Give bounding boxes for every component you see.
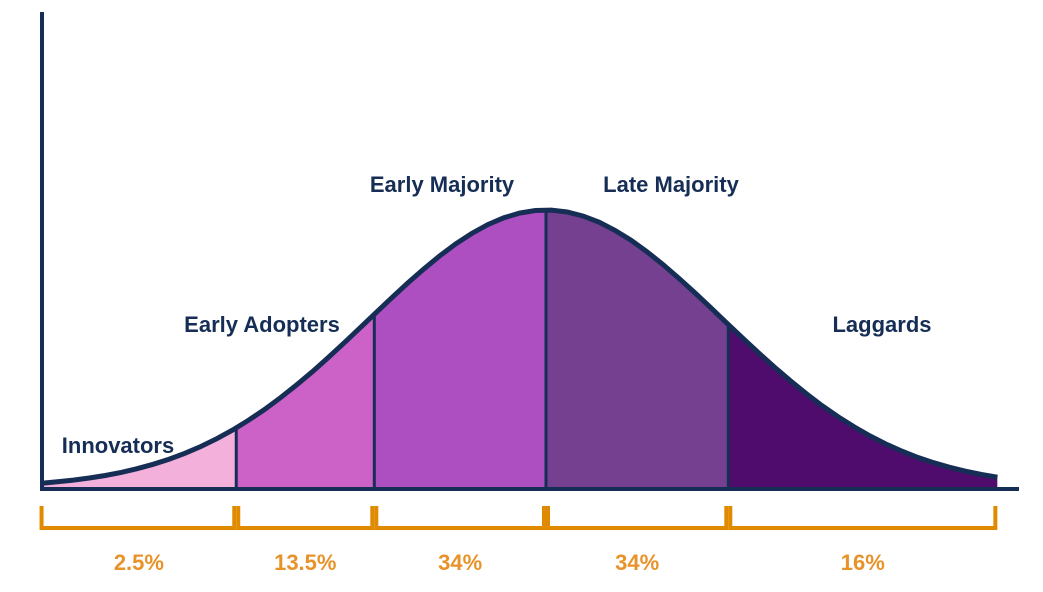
bracket-late-majority — [546, 506, 729, 530]
percent-label-late-majority: 34% — [615, 550, 659, 575]
segment-label-early-adopters: Early Adopters — [184, 312, 340, 337]
bracket-innovators — [39, 506, 237, 530]
segment-laggards — [728, 324, 998, 488]
segment-label-laggards: Laggards — [832, 312, 931, 337]
segment-label-late-majority: Late Majority — [603, 172, 739, 197]
segment-label-innovators: Innovators — [62, 433, 174, 458]
segment-early-majority — [374, 210, 546, 488]
bracket-laggards — [728, 506, 998, 530]
percent-label-innovators: 2.5% — [114, 550, 164, 575]
percent-label-early-adopters: 13.5% — [274, 550, 336, 575]
bracket-early-majority — [374, 506, 546, 530]
segment-label-early-majority: Early Majority — [370, 172, 515, 197]
segment-innovators — [41, 427, 237, 488]
percent-label-early-majority: 34% — [438, 550, 482, 575]
bell-curve-outline — [41, 207, 998, 486]
bracket-early-adopters — [236, 506, 375, 530]
segment-late-majority — [546, 210, 729, 488]
segment-early-adopters — [236, 314, 375, 488]
percent-label-laggards: 16% — [841, 550, 885, 575]
